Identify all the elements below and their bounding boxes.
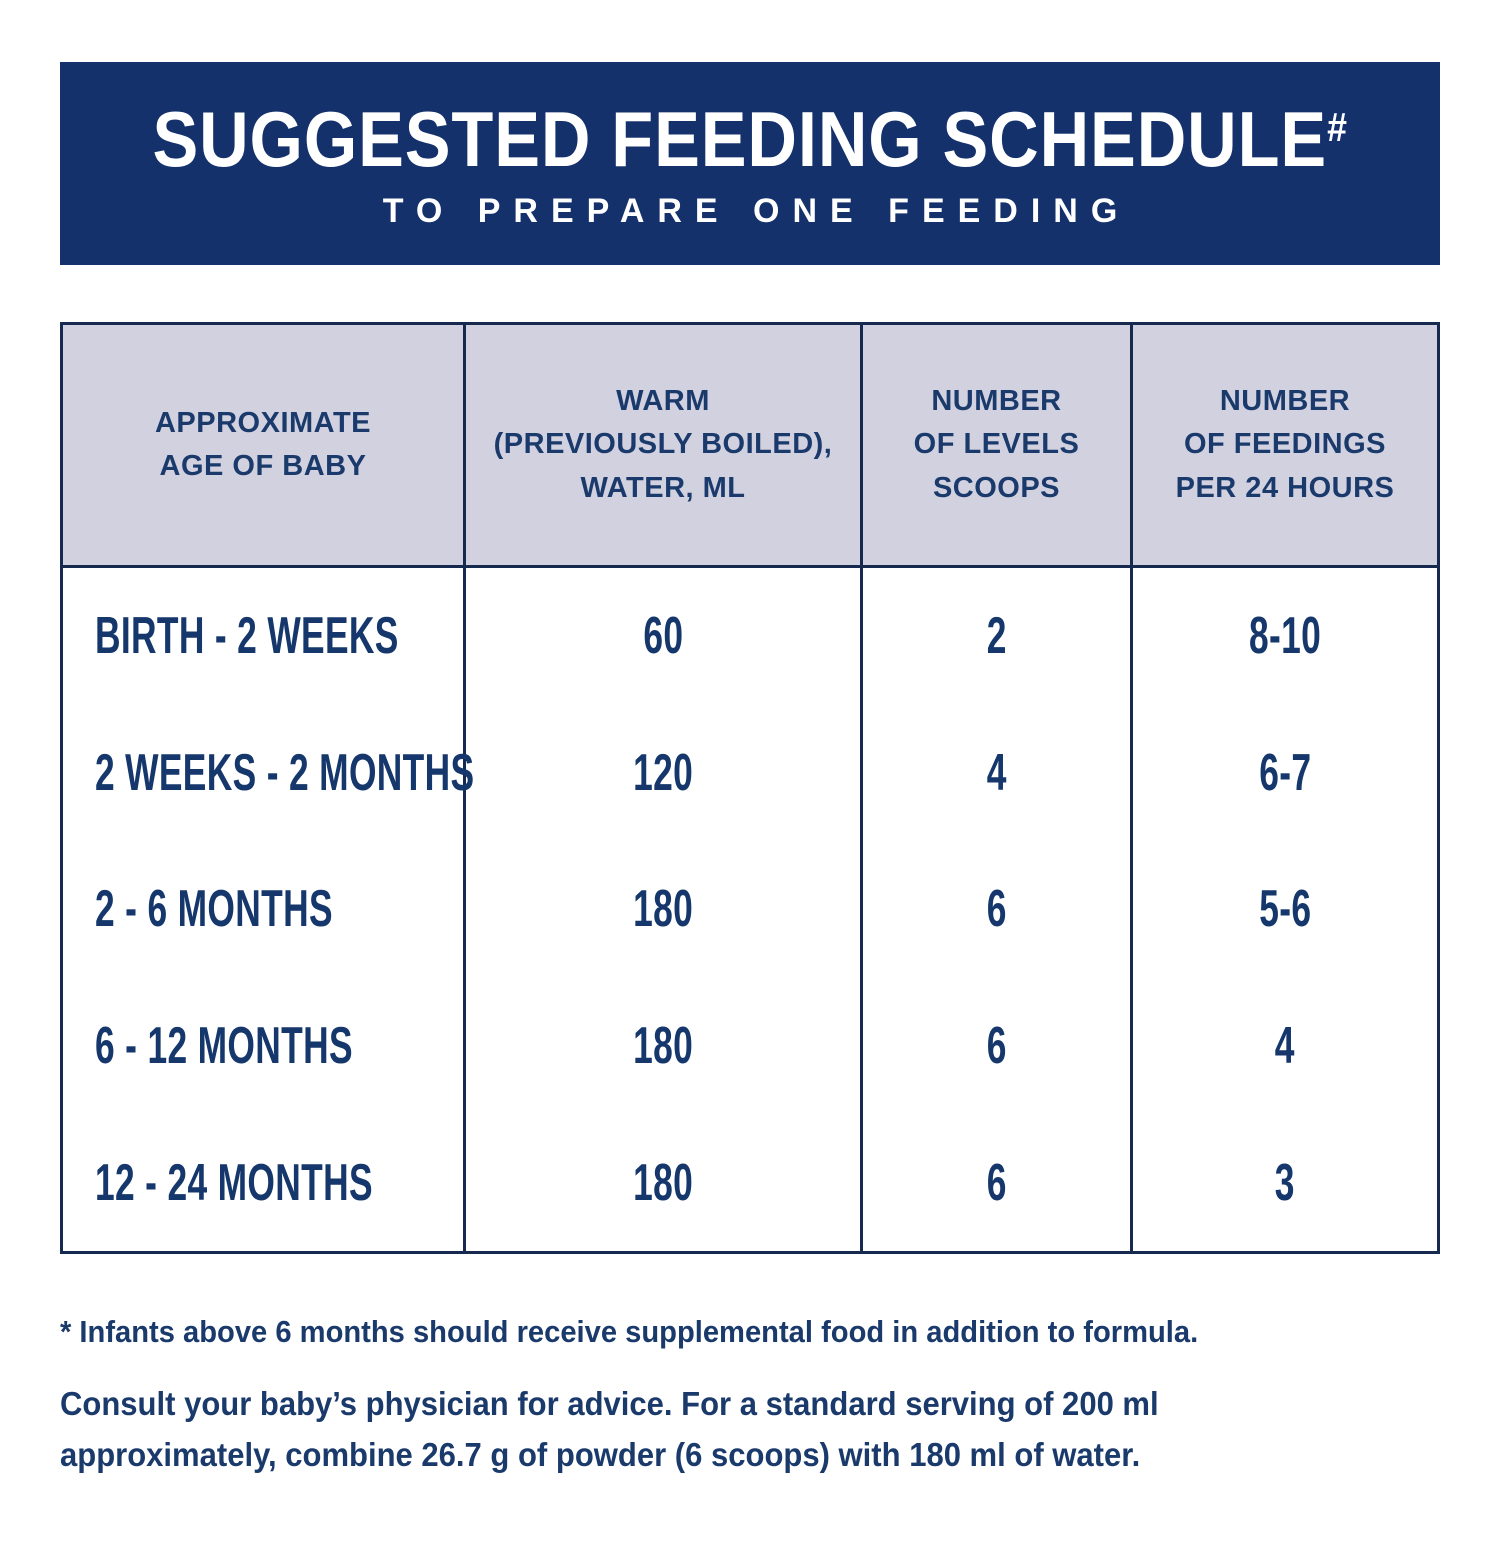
- feedings-cell: 6-7: [1133, 705, 1437, 842]
- age-cell: 2 WEEKS - 2 MONTHS: [63, 704, 474, 842]
- column-header-age: APPROXIMATE AGE OF BABY: [63, 325, 466, 568]
- scoops-cell: 6: [863, 1114, 1133, 1251]
- age-value: 6 - 12 MONTHS: [95, 1017, 353, 1076]
- scoops-value: 6: [986, 1153, 1007, 1212]
- age-cell: 6 - 12 MONTHS: [63, 977, 466, 1115]
- banner-title-superscript: #: [1327, 103, 1348, 150]
- banner-subtitle: TO PREPARE ONE FEEDING: [382, 191, 1131, 230]
- age-cell: BIRTH - 2 WEEKS: [63, 568, 466, 705]
- water-cell: 180: [466, 977, 863, 1115]
- feedings-cell: 8-10: [1133, 568, 1437, 705]
- age-value: BIRTH - 2 WEEKS: [95, 607, 399, 666]
- water-value: 120: [632, 743, 694, 802]
- scoops-cell: 6: [863, 841, 1133, 978]
- scoops-value: 6: [986, 1017, 1007, 1076]
- age-cell: 12 - 24 MONTHS: [63, 1114, 466, 1251]
- feeding-schedule-page: SUGGESTED FEEDING SCHEDULE# TO PREPARE O…: [0, 62, 1500, 1481]
- water-cell: 180: [466, 841, 863, 978]
- age-value: 2 - 6 MONTHS: [95, 880, 333, 939]
- feedings-value: 6-7: [1258, 743, 1312, 802]
- water-cell: 60: [466, 568, 863, 705]
- banner-title: SUGGESTED FEEDING SCHEDULE#: [153, 100, 1348, 178]
- scoops-value: 4: [986, 743, 1007, 802]
- footnote-consult: Consult your baby’s physician for advice…: [60, 1378, 1440, 1480]
- feedings-cell: 5-6: [1133, 841, 1437, 978]
- age-value: 12 - 24 MONTHS: [95, 1153, 373, 1212]
- scoops-cell: 4: [863, 704, 1133, 842]
- footnote-supplemental-text: * Infants above 6 months should receive …: [60, 1313, 1199, 1349]
- age-value: 2 WEEKS - 2 MONTHS: [95, 743, 475, 802]
- feedings-cell: 4: [1133, 978, 1437, 1115]
- water-value: 180: [632, 880, 694, 939]
- column-header-water: WARM (PREVIOUSLY BOILED), WATER, ML: [466, 325, 863, 568]
- water-cell: 120: [466, 704, 863, 842]
- scoops-cell: 6: [863, 977, 1133, 1115]
- column-header-scoops: NUMBER OF LEVELS SCOOPS: [863, 325, 1133, 568]
- scoops-value: 6: [986, 880, 1007, 939]
- scoops-value: 2: [986, 607, 1007, 666]
- feedings-value: 8-10: [1248, 607, 1322, 666]
- footnotes: * Infants above 6 months should receive …: [60, 1312, 1440, 1481]
- feedings-cell: 3: [1133, 1114, 1437, 1251]
- banner-title-text: SUGGESTED FEEDING SCHEDULE: [152, 94, 1328, 183]
- footnote-supplemental: * Infants above 6 months should receive …: [60, 1312, 1440, 1352]
- scoops-cell: 2: [863, 568, 1133, 705]
- banner: SUGGESTED FEEDING SCHEDULE# TO PREPARE O…: [60, 62, 1440, 265]
- feeding-table: APPROXIMATE AGE OF BABY WARM (PREVIOUSLY…: [60, 322, 1440, 1254]
- water-value: 180: [632, 1153, 694, 1212]
- age-cell: 2 - 6 MONTHS: [63, 841, 466, 978]
- feedings-value: 4: [1274, 1017, 1295, 1076]
- column-header-feedings: NUMBER OF FEEDINGS PER 24 HOURS: [1133, 325, 1437, 568]
- feedings-value: 5-6: [1258, 880, 1312, 939]
- water-value: 180: [632, 1017, 694, 1076]
- footnote-consult-text: Consult your baby’s physician for advice…: [60, 1385, 1159, 1474]
- water-value: 60: [642, 607, 684, 666]
- feedings-value: 3: [1274, 1153, 1295, 1212]
- water-cell: 180: [466, 1114, 863, 1251]
